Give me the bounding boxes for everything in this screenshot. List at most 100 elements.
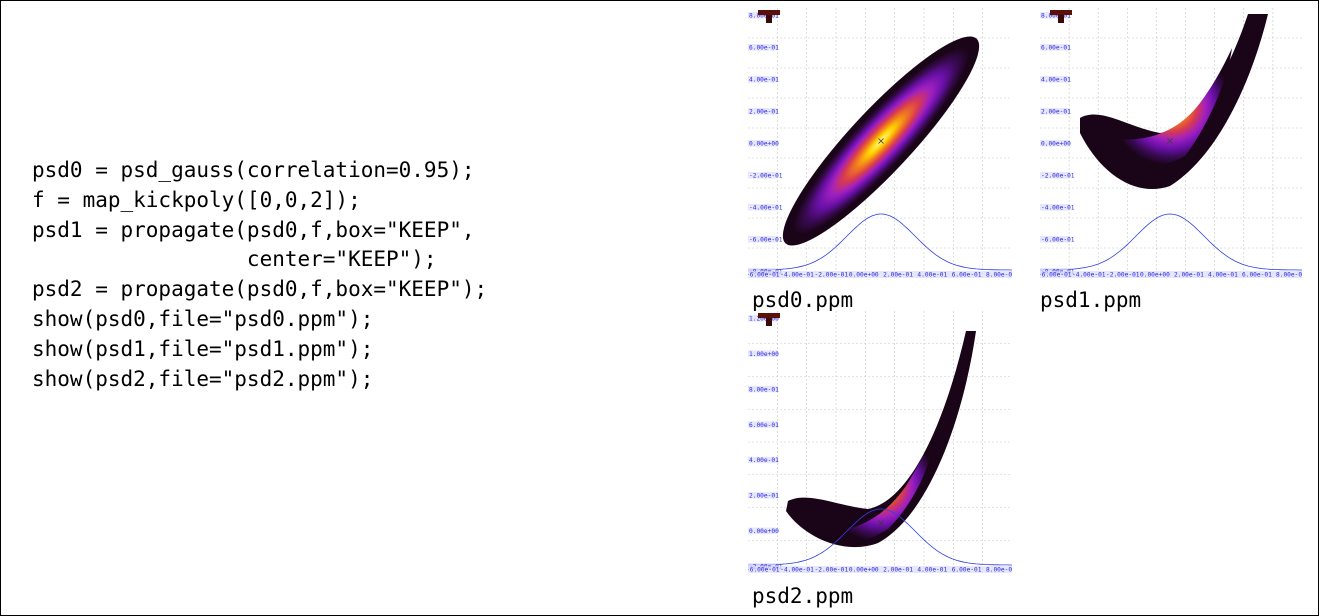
center-marker [878,138,884,144]
y-tick-bg [748,204,778,211]
psd2-heatmap: 1.20e+00 1.00e+00 8.00e-01 6.00e-01 4.00e-01… [748,311,1012,573]
x-tick-label: -4.00e-01 [780,272,814,279]
code-line: f = map_kickpoly([0,0,2]); [32,187,361,212]
colorbar-icon [766,318,772,326]
y-tick-label: 6.00e-01 [749,45,779,52]
y-tick-bg [748,456,778,464]
code-line: psd0 = psd_gauss(correlation=0.95); [32,158,475,182]
x-tick-label: 2.00e-01 [883,567,913,574]
y-tick-bg [748,492,778,499]
x-axis-bg [1040,271,1302,278]
psd2-plot: 1.20e+00 1.00e+00 8.00e-01 6.00e-01 4.00e-01… [748,311,1012,573]
psd2-caption: psd2.ppm [752,584,854,608]
colorbar-icon [766,15,772,23]
x-axis-bg [748,271,1012,278]
x-tick-label: 6.00e-01 [952,272,982,279]
y-tick-label: 8.00e-01 [1041,13,1071,20]
y-tick-bg [748,44,778,51]
x-tick-label: -4.00e-01 [1072,272,1106,279]
code-line: psd2 = propagate(psd0,f,box="KEEP"); [32,277,488,302]
profile-curve [1040,213,1302,271]
x-tick-label: 4.00e-01 [917,567,947,574]
y-tick-label: 8.00e-01 [749,13,779,20]
y-tick-bg [748,76,778,83]
y-tick-bg [1040,204,1070,211]
y-tick-label: 2.00e-01 [1041,109,1071,116]
x-tick-label: 8.00e-01 [986,567,1012,574]
x-tick-label: -4.00e-01 [780,567,814,574]
y-tick-label: -4.00e-01 [749,205,783,212]
y-tick-bg [1040,172,1070,179]
y-tick-label: -6.00e-01 [1041,237,1075,244]
code-block: psd0 = psd_gauss(correlation=0.95);f = m… [32,156,487,394]
y-tick-bg [1040,44,1070,51]
x-tick-label: -6.00e-01 [748,567,780,574]
code-line: center="KEEP"); [32,247,437,272]
y-tick-label: 2.00e-01 [749,109,779,116]
x-tick-label: -2.00e-01 [815,272,849,279]
y-tick-bg [748,140,778,147]
profile-curve [748,213,1012,271]
psd0-caption: psd0.ppm [752,288,854,312]
y-tick-label: -4.00e-01 [1041,205,1075,212]
code-line: psd1 = propagate(psd0,f,box="KEEP", [32,217,475,242]
center-marker [878,520,884,526]
psd0-plot: 8.00e-01 6.00e-01 4.00e-01 2.00e-01 0.00e+00… [748,8,1012,278]
y-tick-label: 0.00e+00 [749,141,779,148]
x-tick-label: 0.00e+00 [849,272,879,279]
x-tick-label: 0.00e+00 [849,567,879,574]
colorbar-icon [758,10,780,15]
x-axis-bg [748,566,1012,573]
y-tick-bg [748,527,778,535]
x-tick-label: 2.00e-01 [883,272,913,279]
distribution-outer [1080,14,1268,190]
y-tick-bg [748,172,778,179]
colorbar-icon [1050,10,1072,15]
x-tick-label: -2.00e-01 [815,567,849,574]
y-tick-label: 0.00e+00 [1041,141,1071,148]
psd1-heatmap: 8.00e-01 6.00e-01 4.00e-01 2.00e-01 0.00e+00… [1040,8,1302,278]
y-tick-label: -6.00e-01 [749,237,783,244]
colorbar-icon [1058,15,1064,23]
y-tick-label: 4.00e-01 [1041,77,1071,84]
x-tick-label: 6.00e-01 [1242,272,1272,279]
y-tick-label: 6.00e-01 [1041,45,1071,52]
y-tick-bg [1040,108,1070,115]
x-tick-label: 2.00e-01 [1174,272,1204,279]
y-tick-label: -2.00e-01 [1041,173,1075,180]
code-line: show(psd0,file="psd0.ppm"); [32,306,374,331]
y-tick-label: -2.00e-01 [749,173,783,180]
code-line: show(psd2,file="psd2.ppm"); [32,366,374,391]
x-tick-label: 8.00e-01 [1276,272,1302,279]
code-line: show(psd1,file="psd1.ppm"); [32,336,374,361]
x-tick-label: 6.00e-01 [952,567,982,574]
y-tick-bg [1040,76,1070,83]
distribution-core [823,429,936,542]
y-tick-bg [748,421,778,428]
center-marker [1167,138,1173,144]
y-tick-bg [748,236,778,243]
y-tick-label: 1.00e+00 [749,351,779,358]
y-tick-label: 1.20e+00 [749,316,779,323]
x-tick-label: 4.00e-01 [1208,272,1238,279]
y-tick-bg [748,108,778,115]
psd1-caption: psd1.ppm [1040,288,1142,312]
y-tick-label: 2.00e-01 [749,493,779,500]
colorbar-icon [758,313,780,318]
psd0-heatmap: 8.00e-01 6.00e-01 4.00e-01 2.00e-01 0.00e+00… [748,8,1012,278]
y-tick-label: 8.00e-01 [749,386,779,393]
x-tick-label: -6.00e-01 [748,272,780,279]
distribution-outer [786,331,976,548]
y-tick-bg [1040,236,1070,243]
y-tick-label: 6.00e-01 [749,422,779,429]
y-tick-bg [748,315,778,322]
distribution-core [1110,48,1232,166]
x-tick-label: 8.00e-01 [986,272,1012,279]
y-tick-bg [1040,12,1070,19]
y-tick-bg [1040,140,1070,147]
y-tick-label: 0.00e+00 [749,528,779,535]
psd1-plot: 8.00e-01 6.00e-01 4.00e-01 2.00e-01 0.00e+00… [1040,8,1302,278]
x-tick-label: 0.00e+00 [1140,272,1170,279]
y-tick-label: 4.00e-01 [749,457,779,464]
x-tick-label: -2.00e-01 [1106,272,1140,279]
